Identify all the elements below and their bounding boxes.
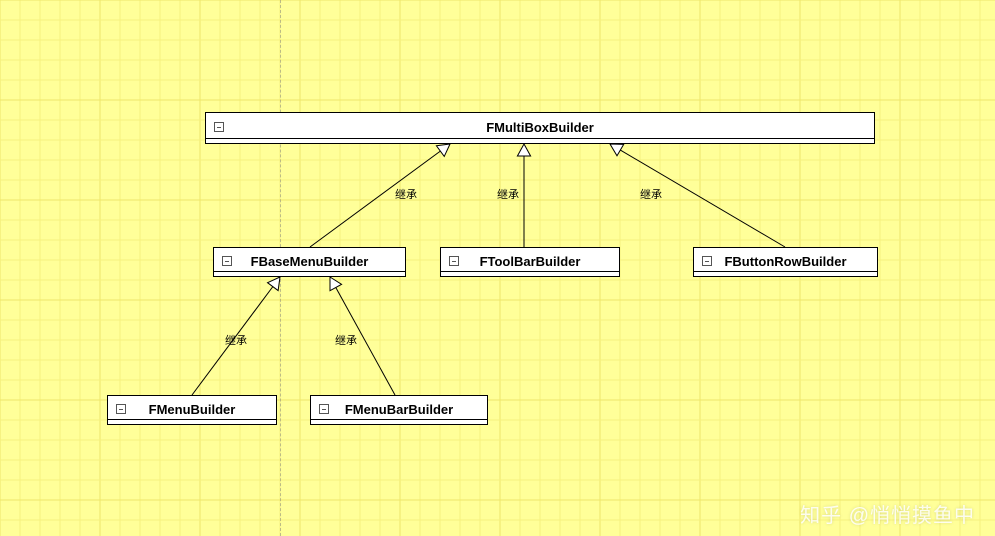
class-node-title: FToolBarBuilder bbox=[441, 254, 619, 269]
node-separator bbox=[214, 271, 405, 272]
node-separator bbox=[441, 271, 619, 272]
inheritance-label: 继承 bbox=[395, 186, 417, 202]
class-node-root[interactable]: FMultiBoxBuilder bbox=[205, 112, 875, 144]
node-separator bbox=[694, 271, 877, 272]
class-node-base[interactable]: FBaseMenuBuilder bbox=[213, 247, 406, 277]
node-separator bbox=[206, 138, 874, 139]
node-separator bbox=[108, 419, 276, 420]
inheritance-label: 继承 bbox=[640, 186, 662, 202]
inheritance-label: 继承 bbox=[497, 186, 519, 202]
class-node-menu[interactable]: FMenuBuilder bbox=[107, 395, 277, 425]
class-node-mbar[interactable]: FMenuBarBuilder bbox=[310, 395, 488, 425]
class-node-title: FButtonRowBuilder bbox=[694, 254, 877, 269]
class-node-btn[interactable]: FButtonRowBuilder bbox=[693, 247, 878, 277]
inheritance-label: 继承 bbox=[335, 332, 357, 348]
inheritance-label: 继承 bbox=[225, 332, 247, 348]
watermark-text: 知乎 @悄悄摸鱼中 bbox=[800, 499, 975, 528]
class-node-title: FMenuBuilder bbox=[108, 402, 276, 417]
class-node-tool[interactable]: FToolBarBuilder bbox=[440, 247, 620, 277]
diagram-canvas: FMultiBoxBuilder FBaseMenuBuilder FToolBar… bbox=[0, 0, 995, 536]
node-separator bbox=[311, 419, 487, 420]
class-node-title: FBaseMenuBuilder bbox=[214, 254, 405, 269]
class-node-title: FMenuBarBuilder bbox=[311, 402, 487, 417]
class-node-title: FMultiBoxBuilder bbox=[206, 120, 874, 135]
